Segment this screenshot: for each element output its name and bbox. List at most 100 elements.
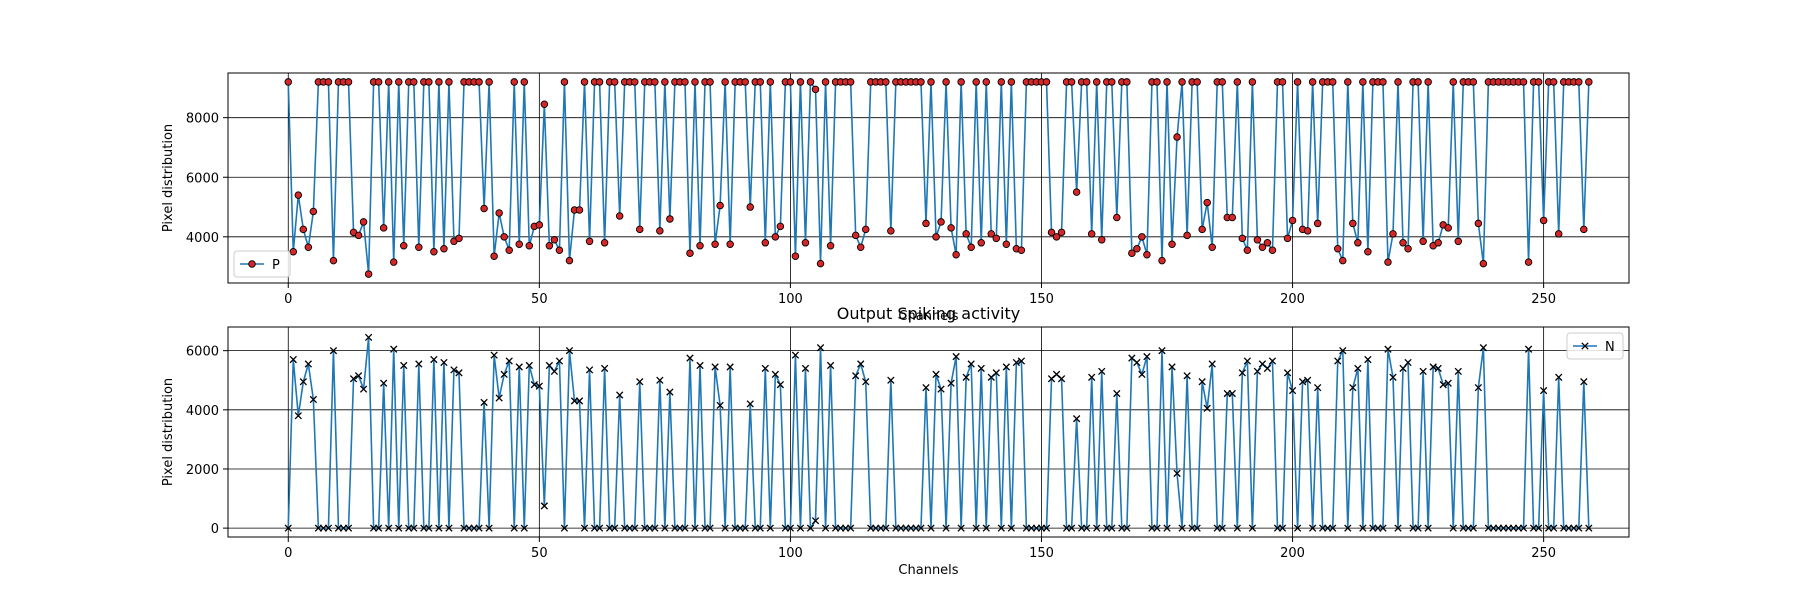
legend-label: N bbox=[1605, 340, 1615, 355]
data-point bbox=[917, 78, 925, 86]
data-point bbox=[696, 242, 704, 250]
y-tick-label: 6000 bbox=[186, 345, 219, 360]
data-point bbox=[585, 366, 594, 374]
data-point bbox=[977, 239, 985, 247]
data-point bbox=[560, 78, 569, 86]
data-point bbox=[615, 212, 624, 220]
data-point bbox=[1163, 78, 1171, 86]
data-point bbox=[821, 78, 830, 86]
data-point bbox=[1243, 357, 1252, 365]
data-point bbox=[942, 524, 950, 532]
data-point bbox=[1519, 78, 1528, 86]
data-point bbox=[1243, 246, 1252, 254]
data-point bbox=[631, 524, 639, 532]
data-point bbox=[1183, 231, 1191, 240]
data-point bbox=[1083, 524, 1091, 532]
data-point bbox=[811, 517, 820, 525]
data-point bbox=[1293, 78, 1302, 86]
data-point bbox=[937, 385, 945, 393]
data-point bbox=[445, 524, 453, 532]
data-point bbox=[1228, 213, 1237, 222]
data-point bbox=[1093, 524, 1101, 532]
data-point bbox=[415, 360, 423, 368]
data-point bbox=[440, 244, 448, 253]
data-point bbox=[384, 78, 393, 86]
data-point bbox=[500, 370, 508, 378]
data-point bbox=[329, 256, 338, 265]
data-point bbox=[1288, 216, 1297, 225]
data-point bbox=[816, 259, 825, 268]
data-point bbox=[746, 203, 754, 211]
data-point bbox=[947, 224, 955, 232]
data-point bbox=[1313, 219, 1322, 228]
data-point bbox=[1444, 379, 1452, 387]
data-point bbox=[1092, 78, 1101, 86]
data-point bbox=[1419, 367, 1427, 376]
data-point bbox=[1183, 372, 1191, 380]
data-point bbox=[1389, 373, 1397, 381]
data-point bbox=[410, 78, 418, 86]
y-tick-label: 4000 bbox=[186, 231, 219, 246]
data-point bbox=[1399, 239, 1407, 247]
data-point bbox=[480, 398, 488, 407]
data-point bbox=[1379, 78, 1387, 86]
data-point bbox=[490, 351, 498, 359]
x-tick-label: 100 bbox=[778, 546, 803, 561]
data-point bbox=[520, 524, 528, 532]
data-point bbox=[575, 206, 584, 214]
data-point bbox=[1479, 259, 1488, 268]
data-point bbox=[535, 221, 544, 229]
data-point bbox=[1334, 244, 1342, 253]
data-point bbox=[595, 524, 604, 532]
x-tick-label: 150 bbox=[1029, 292, 1054, 307]
data-point bbox=[1193, 524, 1201, 532]
data-point bbox=[721, 524, 729, 532]
data-point bbox=[304, 360, 313, 368]
data-point bbox=[616, 391, 624, 399]
data-point bbox=[1424, 78, 1432, 86]
data-point bbox=[711, 240, 719, 249]
data-point bbox=[329, 347, 338, 355]
data-point bbox=[952, 250, 960, 259]
data-point bbox=[294, 191, 303, 199]
y-tick-label: 4000 bbox=[186, 404, 219, 419]
data-point bbox=[862, 378, 870, 386]
data-point bbox=[846, 78, 855, 86]
data-point bbox=[1379, 524, 1387, 532]
data-point bbox=[1002, 240, 1011, 249]
data-point bbox=[324, 524, 333, 532]
data-point bbox=[741, 524, 749, 532]
data-point bbox=[942, 78, 950, 86]
data-point bbox=[1138, 233, 1146, 241]
top-subplot: 0 50 100 150 200 250 4000 6000 8000 Channels Pixel… bbox=[161, 72, 1630, 324]
data-point bbox=[324, 78, 333, 86]
data-point bbox=[510, 524, 518, 532]
data-point bbox=[344, 524, 353, 532]
data-point bbox=[1143, 352, 1151, 361]
data-point bbox=[425, 524, 433, 532]
data-point bbox=[1133, 244, 1141, 253]
data-point bbox=[1314, 383, 1322, 392]
data-point bbox=[1404, 358, 1412, 367]
x-tick-label: 0 bbox=[284, 546, 292, 561]
data-point bbox=[359, 385, 368, 393]
data-point bbox=[711, 363, 719, 371]
data-point bbox=[826, 361, 835, 370]
data-point bbox=[666, 215, 674, 223]
data-point bbox=[304, 243, 313, 252]
data-point bbox=[1108, 78, 1116, 86]
data-point bbox=[1354, 239, 1362, 247]
y-axis-label: Pixel distribution bbox=[161, 124, 176, 232]
data-point bbox=[852, 372, 860, 380]
data-point bbox=[1575, 524, 1583, 532]
data-point bbox=[1123, 524, 1131, 532]
data-point bbox=[400, 361, 408, 370]
data-point bbox=[515, 240, 523, 249]
data-point bbox=[505, 246, 513, 254]
data-point bbox=[1344, 524, 1352, 532]
data-point bbox=[982, 524, 990, 532]
data-point bbox=[997, 524, 1005, 532]
data-point bbox=[696, 361, 704, 370]
data-point bbox=[475, 524, 483, 532]
data-point bbox=[1263, 364, 1272, 373]
